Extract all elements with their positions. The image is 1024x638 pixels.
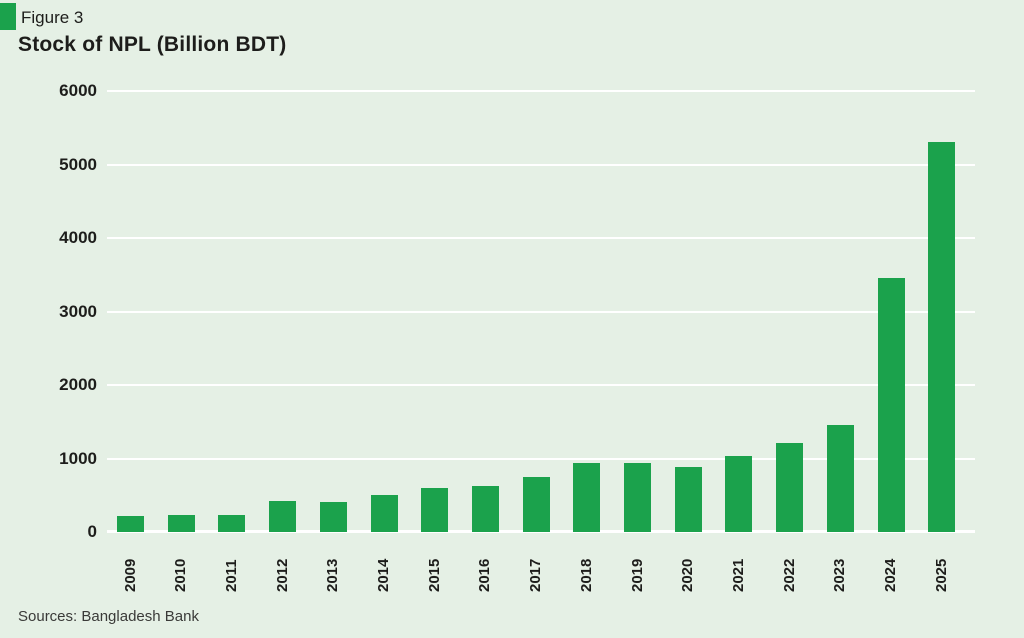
gridline-1000 (107, 457, 975, 460)
y-axis-tick-label: 2000 (59, 375, 97, 394)
chart-title: Stock of NPL (Billion BDT) (18, 33, 287, 56)
bar-2017 (522, 477, 550, 532)
bar-2025 (928, 142, 956, 532)
bar-2020 (674, 466, 702, 532)
x-axis-tick-label: 2022 (780, 558, 798, 592)
y-axis-tick-label: 1000 (59, 448, 97, 468)
x-axis-tick-label: 2016 (476, 558, 494, 592)
x-axis-tick-label: 2020 (679, 558, 697, 592)
bar-2016 (471, 486, 499, 532)
gridline-5000 (107, 163, 975, 166)
y-axis-tick-label: 6000 (59, 81, 97, 100)
x-axis-tick-label: 2014 (375, 558, 392, 592)
x-axis-tick-label: 2025 (932, 558, 950, 592)
gridline-2000 (107, 384, 975, 386)
y-axis-tick-label: 0 (87, 522, 97, 541)
y-axis-tick-label: 5000 (59, 154, 97, 174)
x-axis-tick-label: 2012 (273, 558, 291, 592)
bar-2010 (167, 515, 195, 532)
x-axis-tick-label: 2023 (831, 558, 849, 592)
bar-2022 (776, 443, 804, 532)
x-axis-tick-label: 2011 (222, 559, 240, 592)
bar-2009 (117, 515, 144, 532)
x-axis-tick-label: 2015 (425, 558, 443, 592)
x-axis-tick-label: 2019 (628, 558, 646, 592)
gridline-6000 (107, 90, 975, 92)
plot-area: 2009 2010 2011 2012 2013 2014 2015 2016 2017 2018… (107, 90, 975, 592)
gridline-4000 (107, 237, 975, 239)
y-axis-tick-label: 4000 (59, 228, 97, 247)
bar-2021 (725, 456, 753, 532)
x-axis-tick-label: 2009 (121, 558, 139, 592)
gridline-3000 (107, 310, 975, 313)
x-axis-tick-label: 2010 (172, 558, 190, 592)
bar-2024 (877, 278, 905, 532)
bar-2011 (218, 515, 246, 532)
bar-2012 (269, 500, 297, 532)
y-axis-tick-label: 3000 (59, 301, 97, 321)
x-axis-tick-label: 2021 (729, 558, 747, 592)
bar-2023 (826, 424, 854, 532)
bar-2014 (370, 495, 398, 532)
bar-2018 (573, 462, 601, 532)
x-axis-tick-label: 2024 (882, 558, 899, 592)
figure-tag-marker (0, 3, 16, 30)
figure-label: Figure 3 (21, 8, 84, 27)
x-axis-tick-label: 2013 (324, 558, 342, 592)
source-note: Sources: Bangladesh Bank (18, 608, 199, 625)
bar-2019 (624, 462, 651, 532)
bar-2013 (319, 502, 347, 532)
x-axis-tick-label: 2017 (527, 558, 545, 592)
bar-2015 (421, 488, 449, 532)
x-axis-tick-label: 2018 (577, 558, 595, 592)
